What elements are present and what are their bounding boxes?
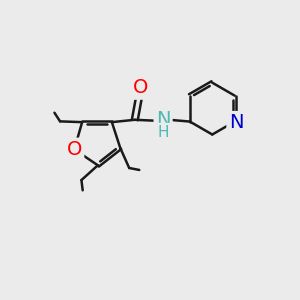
Text: N: N [156,110,170,129]
Text: H: H [157,125,169,140]
Text: N: N [229,113,243,132]
Text: O: O [67,140,82,159]
Text: O: O [133,79,148,98]
